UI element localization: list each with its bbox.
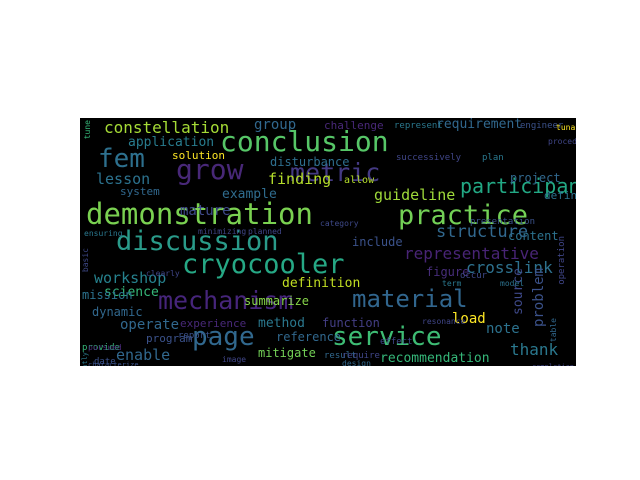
word-represent: represent [394,121,443,131]
word-requirement: requirement [436,118,523,132]
word-result: result [324,351,357,361]
word-planned: planned [248,227,282,236]
word-figure: figure [426,265,470,279]
word-date: date [94,357,116,367]
word-structure: structure [436,222,529,242]
word-challenge: challenge [324,119,384,132]
word-discussion: discussion [116,226,279,257]
word-method: method [258,316,305,331]
word-material: material [352,285,468,313]
word-definition: definition [282,276,361,291]
word-provide: provide [82,343,120,353]
word-include: include [352,235,403,249]
word-conclusion: conclusion [220,125,389,158]
word-note: note [486,321,520,337]
word-successively: successively [396,153,462,163]
word-tune: tune [83,120,92,140]
word-term: term [442,279,462,288]
word-thank: thank [510,340,559,359]
word-category: category [320,219,359,228]
word-application: application [128,135,215,150]
word-mature: mature [180,203,231,219]
word-define: define [544,189,576,202]
word-solution: solution [172,149,225,162]
word-enable: enable [116,346,171,364]
word-table: table [549,318,558,343]
word-demonstration: demonstration [86,197,313,231]
word-require: require [342,351,380,361]
word-representative: representative [404,244,539,263]
word-fem: fem [98,144,145,174]
word-page: page [192,322,255,352]
word-occur: occur [460,271,488,281]
word-crosslink: crosslink [466,258,553,277]
word-system: system [120,185,160,198]
word-characterize: characterize [88,361,139,367]
word-reference: reference [276,330,342,344]
word-group: group [254,118,297,133]
word-program: program [146,332,193,345]
word-experience: experience [180,317,247,330]
word-design: design [342,359,371,367]
word-content: content [508,229,559,243]
word-report: report [178,331,211,341]
word-ensuring: ensuring [84,229,123,238]
word-basic: basic [81,248,90,273]
word-mitigate: mitigate [258,346,316,360]
word-pursued: pursued [88,343,122,352]
word-participant: participant [460,174,576,198]
word-cloud: demonstration discussion cryocooler conclus… [80,118,576,366]
word-example: example [222,187,277,202]
word-service: service [332,322,442,352]
word-cryocooler: cryocooler [182,249,345,280]
word-lesson: lesson [96,170,151,188]
word-project: project [510,171,561,185]
word-practice: practice [398,200,529,231]
word-model: model [500,279,525,288]
word-engineer: engineer [520,121,564,131]
word-metric: metric [290,158,381,187]
word-workshop: workshop [94,269,167,287]
word-disturbance: disturbance [270,155,350,169]
word-source: source [511,268,526,315]
word-problem: problem [531,268,547,328]
word-finding: finding [268,170,332,188]
word-resonance: resonance [422,317,466,326]
word-mission: mission [82,288,133,302]
word-function: function [322,316,380,330]
word-load: load [452,311,486,327]
word-guideline: guideline [374,186,456,204]
word-tunable: tunable [556,123,576,132]
word-procedure: procedure [548,137,576,146]
word-plan: plan [482,153,504,163]
word-operation: operation [557,236,567,285]
word-effect: effect [380,337,413,347]
word-clearly: clearly [146,269,180,278]
word-grow: grow [176,153,244,186]
word-image: image [222,355,247,364]
word-recommendation: recommendation [380,351,490,366]
word-summarize: summarize [244,294,310,308]
word-operate: operate [120,317,180,333]
word-science: science [104,285,159,300]
word-allow: allow [344,175,375,186]
word-dynamic: dynamic [92,305,143,319]
word-completion: completion [532,364,574,367]
word-presentation: presentation [470,217,536,227]
word-minimizing: minimizing [198,227,247,236]
word-constellation: constellation [104,118,230,137]
word-mechanism: mechanism [158,286,294,315]
